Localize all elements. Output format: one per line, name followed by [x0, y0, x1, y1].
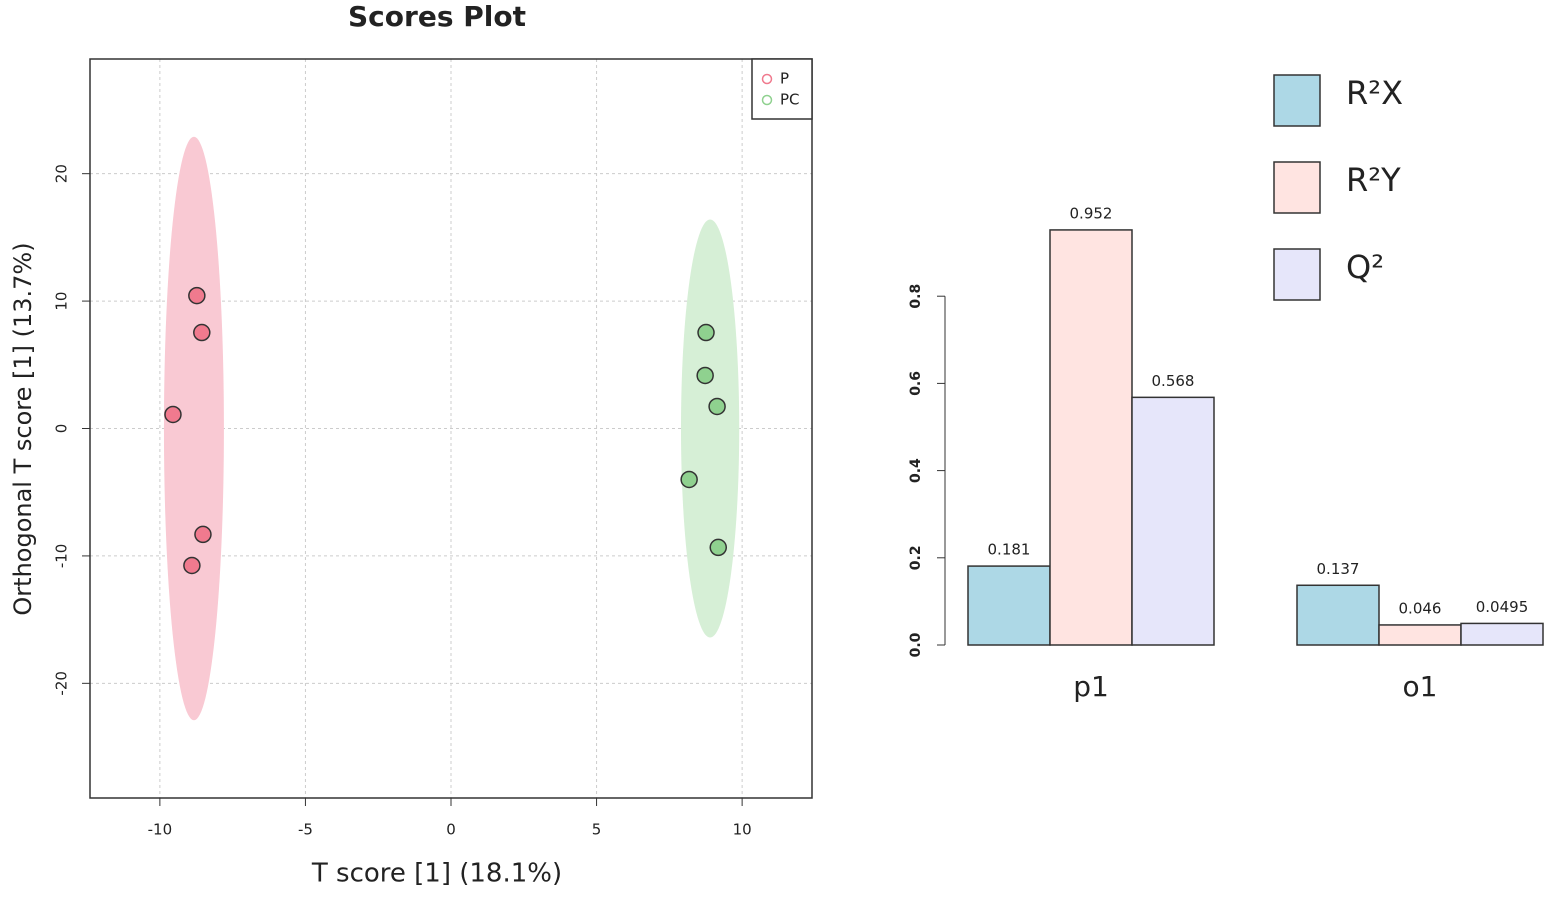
bar — [1049, 229, 1133, 646]
x-axis-label: T score [1] (18.1%) — [311, 859, 562, 889]
legend-swatch — [1273, 248, 1321, 301]
y-tick-label: 0.8 — [908, 284, 924, 309]
bar — [1131, 396, 1215, 646]
point — [193, 323, 211, 342]
confidence-ellipse — [163, 136, 224, 721]
legend-marker — [761, 73, 773, 85]
point — [183, 556, 201, 575]
bar — [1460, 622, 1544, 646]
legend-label: R²Y — [1346, 161, 1401, 199]
plot-frame — [89, 58, 813, 799]
y-tick-label: 0.0 — [908, 632, 924, 657]
y-axis-label: Orthogonal T score [1] (13.7%) — [9, 242, 37, 615]
y-tick-label: 10 — [53, 292, 71, 311]
value-label: 0.137 — [1317, 560, 1360, 578]
bar — [1296, 584, 1380, 646]
legend-label: R²X — [1346, 74, 1403, 112]
value-label: 0.0495 — [1476, 598, 1529, 616]
point — [697, 323, 715, 342]
y-tick-label: -20 — [53, 671, 71, 696]
y-tick-label: 0.6 — [908, 371, 924, 396]
x-tick-label: 10 — [733, 821, 752, 839]
point — [680, 470, 698, 489]
legend-label: Q² — [1346, 248, 1384, 286]
x-tick-label: -5 — [298, 821, 313, 839]
legend-marker — [761, 94, 773, 106]
value-label: 0.568 — [1152, 372, 1195, 390]
y-tick-label: -10 — [53, 544, 71, 569]
x-tick-label: p1 — [1073, 670, 1109, 703]
bar — [967, 565, 1051, 646]
confidence-ellipse — [680, 219, 740, 638]
legend-box — [751, 58, 813, 120]
y-tick-label: 0 — [53, 424, 71, 434]
bar — [1378, 624, 1462, 646]
legend-swatch — [1273, 74, 1321, 127]
x-tick-label: o1 — [1403, 670, 1438, 703]
point — [188, 286, 206, 305]
y-tick-label: 20 — [53, 164, 71, 183]
point — [708, 397, 726, 416]
chart-title: Scores Plot — [348, 0, 526, 33]
value-label: 0.046 — [1399, 599, 1442, 617]
point — [709, 538, 728, 557]
legend-label: P — [780, 70, 789, 88]
point — [194, 525, 212, 544]
legend-label: PC — [780, 91, 800, 109]
value-label: 0.181 — [988, 541, 1031, 559]
value-label: 0.952 — [1070, 204, 1113, 222]
point — [696, 366, 714, 385]
x-tick-label: 0 — [446, 821, 456, 839]
point — [164, 405, 182, 424]
y-tick-label: 0.2 — [908, 545, 924, 570]
legend-swatch — [1273, 161, 1321, 214]
x-tick-label: 5 — [592, 821, 602, 839]
x-tick-label: -10 — [148, 821, 173, 839]
y-tick-label: 0.4 — [908, 458, 924, 483]
